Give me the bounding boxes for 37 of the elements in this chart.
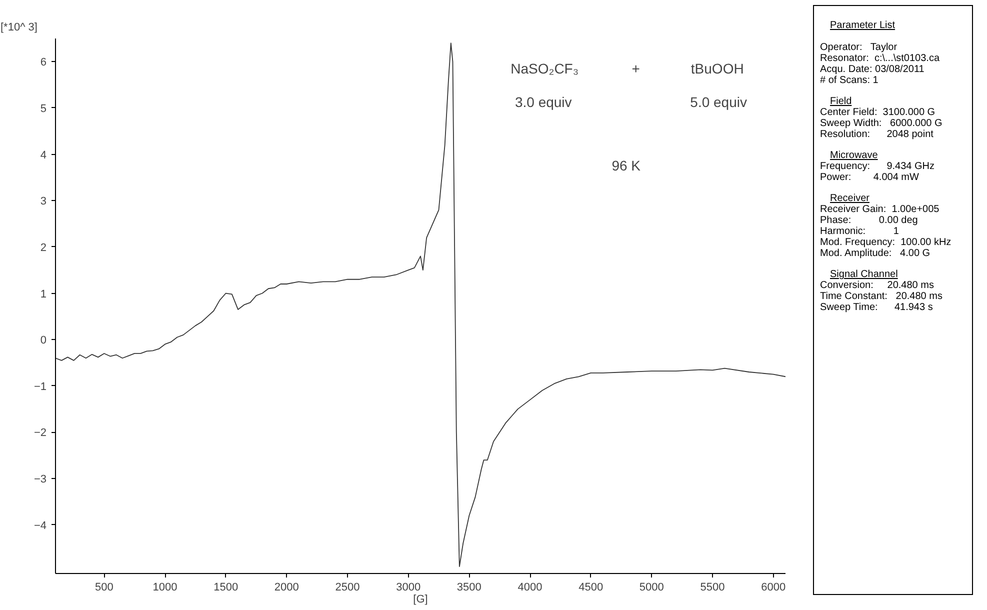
x-tick-label: 6000 — [761, 582, 786, 594]
text: Microwave Frequency: 9.434 GHz Power: 4.004 mW — [820, 150, 936, 183]
x-tick-label: 2000 — [274, 582, 299, 594]
y-tick-label: 4 — [40, 149, 47, 162]
x-axis-title: [G] — [413, 594, 428, 606]
x-tick-label: 2500 — [335, 582, 360, 594]
x-tick-label: 1500 — [214, 582, 238, 594]
y-tick-label: 5 — [40, 102, 47, 115]
annotation: 3.0 equiv — [514, 94, 572, 110]
text: Receiver Receiver Gain: 1.00e+005 Phase: 0.00 deg Harmonic: 1 Mod. Frequency: 100.00 kHz Mod. Amplitude: 4.00 G — [820, 193, 952, 259]
x-tick-label: 3500 — [456, 582, 482, 594]
text: Parameter List Operator: Taylor Resonator: c:\...\st0103.ca Acqu. Date: 03/08/2011 # of Scans: 1 — [820, 20, 941, 86]
y-tick-label: −1 — [34, 380, 47, 393]
x-tick-label: 5500 — [700, 582, 725, 594]
annotation: + — [632, 60, 640, 77]
x-tick-label: 3000 — [396, 582, 421, 594]
annotation: NaSO₂CF₃ — [510, 60, 579, 77]
line-series — [56, 42, 786, 567]
text: Field Center Field: 3100.000 G Sweep Width: 6000.000 G Resolution: 2048 point — [820, 96, 944, 140]
annotation: 5.0 equiv — [690, 94, 747, 110]
x-tick-label: 4000 — [518, 582, 542, 594]
y-tick-label: 1 — [40, 288, 47, 300]
y-tick-label: 0 — [40, 334, 47, 347]
y-tick-label: −3 — [34, 474, 47, 486]
x-tick-label: 500 — [94, 582, 114, 594]
x-tick-label: 4500 — [578, 582, 604, 594]
text: Signal Channel Conversion: 20.480 ms Time Constant: 20.480 ms Sweep Time: 41.943 s — [820, 269, 944, 313]
x-tick-label: 1000 — [152, 582, 178, 594]
annotation: 96 K — [612, 157, 642, 174]
y-tick-label: −2 — [34, 427, 47, 440]
y-axis-title: [*10^ 3] — [0, 22, 38, 34]
x-tick-label: 5000 — [639, 582, 664, 594]
y-tick-label: 2 — [40, 242, 47, 254]
y-tick-label: 6 — [40, 56, 47, 69]
y-tick-label: −4 — [34, 520, 47, 532]
y-tick-label: 3 — [40, 196, 47, 208]
annotation: tBuOOH — [690, 60, 744, 77]
